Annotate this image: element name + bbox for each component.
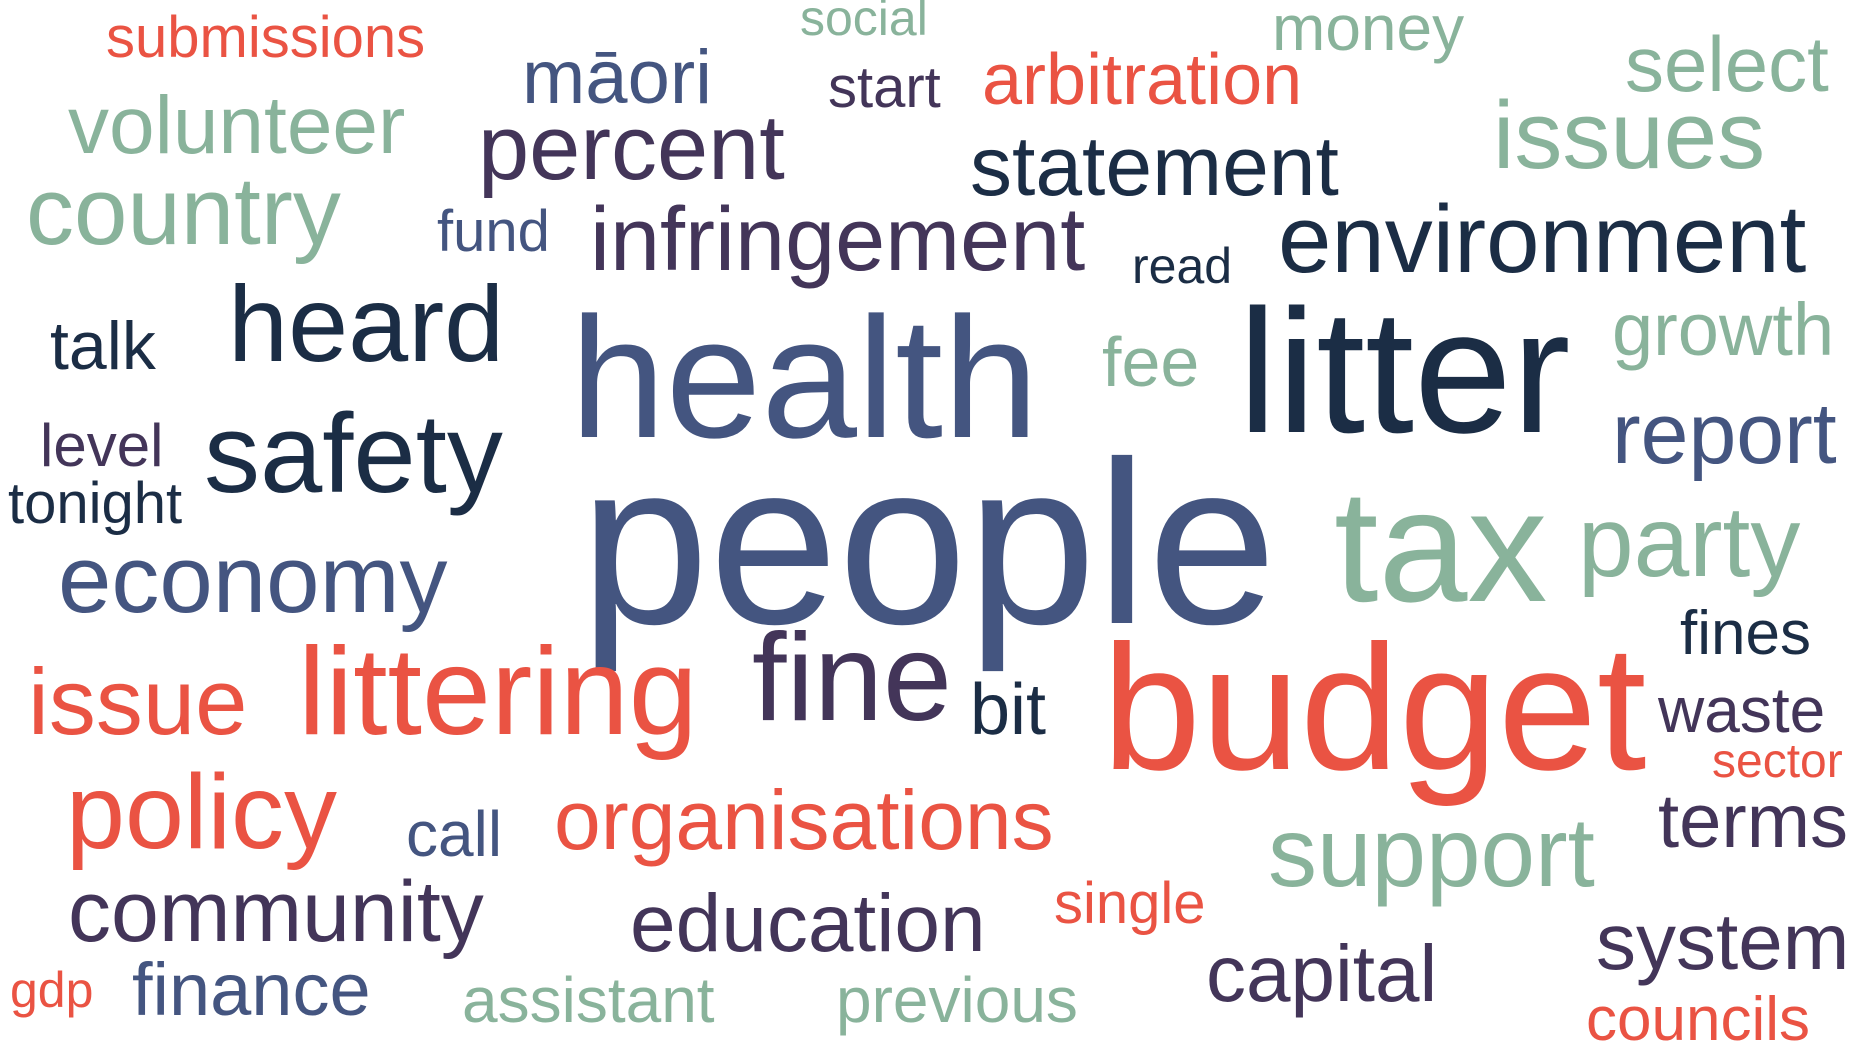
word-system: system xyxy=(1596,897,1850,986)
word-policy: policy xyxy=(66,753,338,871)
word-previous: previous xyxy=(836,964,1078,1036)
word-fine: fine xyxy=(752,609,952,747)
word-organisations: organisations xyxy=(554,773,1054,867)
word-money: money xyxy=(1272,0,1465,64)
word-support: support xyxy=(1268,797,1595,907)
word-gdp: gdp xyxy=(10,962,94,1018)
word-single: single xyxy=(1054,871,1206,936)
word-fund: fund xyxy=(437,199,550,264)
word-councils: councils xyxy=(1586,985,1810,1046)
word-percent: percent xyxy=(478,97,785,199)
word-issue: issue xyxy=(28,649,248,754)
word-litter: litter xyxy=(1238,274,1571,470)
word-sector: sector xyxy=(1712,735,1843,788)
word-level: level xyxy=(40,412,164,479)
word-report: report xyxy=(1612,386,1837,482)
word-budget: budget xyxy=(1102,608,1647,807)
word-bit: bit xyxy=(970,670,1047,750)
word-volunteer: volunteer xyxy=(68,80,406,171)
word-talk: talk xyxy=(50,308,156,384)
word-waste: waste xyxy=(1658,674,1826,746)
word-fee: fee xyxy=(1102,323,1200,401)
word-social: social xyxy=(800,0,928,46)
word-health: health xyxy=(570,282,1039,474)
word-environment: environment xyxy=(1278,186,1807,293)
word-submissions: submissions xyxy=(106,5,426,70)
word-assistant: assistant xyxy=(462,964,715,1036)
word-arbitration: arbitration xyxy=(982,40,1303,120)
word-community: community xyxy=(68,864,484,960)
word-capital: capital xyxy=(1206,929,1438,1018)
word-heard: heard xyxy=(228,263,505,384)
word-call: call xyxy=(406,798,503,870)
word-maori: māori xyxy=(522,35,713,120)
word-tax: tax xyxy=(1334,456,1548,635)
word-tonight: tonight xyxy=(8,471,183,536)
word-terms: terms xyxy=(1658,779,1848,864)
word-start: start xyxy=(828,55,941,120)
word-safety: safety xyxy=(204,391,503,516)
word-economy: economy xyxy=(58,526,448,633)
word-growth: growth xyxy=(1612,288,1835,371)
word-issues: issues xyxy=(1493,82,1766,189)
word-statement: statement xyxy=(970,119,1339,213)
word-infringement: infringement xyxy=(590,190,1086,290)
word-education: education xyxy=(630,878,986,969)
word-people: people xyxy=(580,414,1277,673)
word-fines: fines xyxy=(1680,599,1811,668)
word-littering: littering xyxy=(298,623,698,761)
word-read: read xyxy=(1132,238,1233,294)
word-select: select xyxy=(1625,20,1829,108)
word-finance: finance xyxy=(132,948,371,1031)
word-party: party xyxy=(1578,486,1801,598)
word-country: country xyxy=(26,158,341,265)
